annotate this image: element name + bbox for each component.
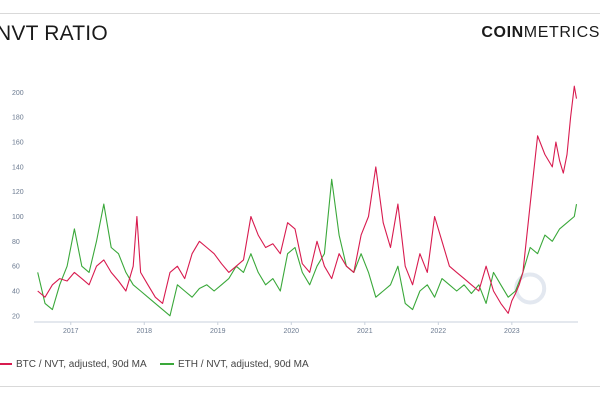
y-tick-label: 180	[12, 115, 24, 122]
y-tick-label: 40	[12, 288, 20, 295]
chart-title: NVT RATIO	[0, 22, 108, 45]
x-tick-label: 2017	[63, 328, 79, 335]
y-tick-label: 200	[12, 90, 24, 97]
legend-label-btc: BTC / NVT, adjusted, 90d MA	[16, 359, 147, 370]
y-tick-label: 20	[12, 313, 20, 320]
y-tick-label: 120	[12, 189, 24, 196]
x-tick-label: 2018	[136, 328, 152, 335]
series-layer	[37, 85, 578, 317]
y-tick-label: 80	[12, 239, 20, 246]
legend-label-eth: ETH / NVT, adjusted, 90d MA	[178, 359, 309, 370]
coinmetrics-logo: COINMETRICS	[481, 24, 600, 42]
legend-swatch-eth	[160, 363, 174, 366]
y-tick-label: 100	[12, 214, 24, 221]
top-divider	[0, 13, 600, 14]
y-tick-label: 60	[12, 264, 20, 271]
legend-item-eth[interactable]: ETH / NVT, adjusted, 90d MA	[160, 359, 309, 370]
x-tick-label: 2021	[357, 328, 373, 335]
logo-bold-text: COIN	[481, 24, 524, 41]
x-tick-label: 2023	[504, 328, 520, 335]
bottom-divider	[0, 386, 600, 387]
y-tick-label: 140	[12, 164, 24, 171]
x-tick-label: 2019	[210, 328, 226, 335]
chart-axes: 20 40 60 80 100 120 140 160 180 200 2017 2018 2019 20…	[12, 90, 578, 335]
legend-swatch-btc	[0, 363, 12, 366]
logo-light-text: METRICS	[523, 24, 600, 41]
y-tick-label: 160	[12, 140, 24, 147]
btc-nvt-series-line	[37, 85, 578, 314]
x-tick-label: 2022	[431, 328, 447, 335]
legend-item-btc[interactable]: BTC / NVT, adjusted, 90d MA	[0, 359, 147, 370]
x-tick-label: 2020	[284, 328, 300, 335]
